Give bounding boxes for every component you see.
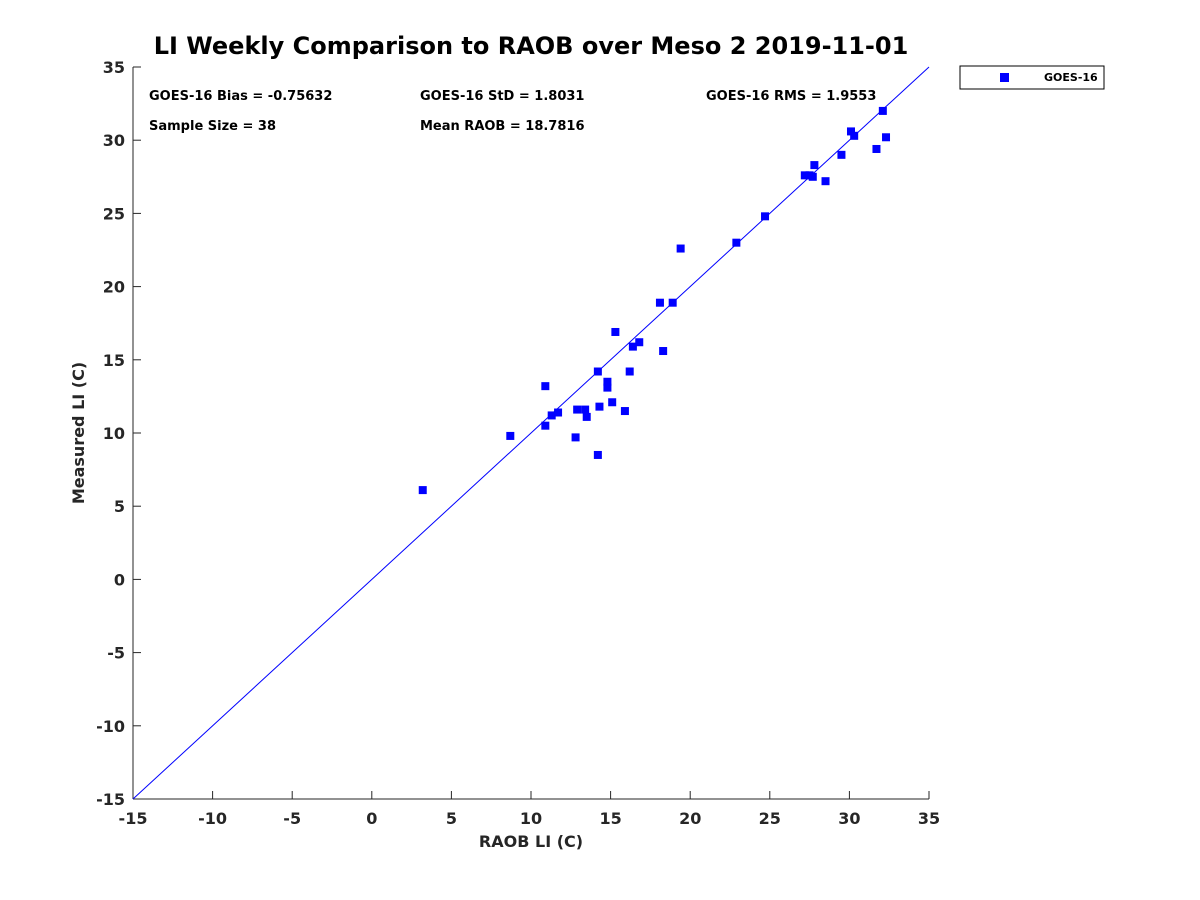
data-point: [668, 298, 677, 307]
y-tick-label: 35: [103, 58, 125, 77]
data-point: [595, 402, 604, 411]
x-tick-label: -5: [283, 809, 301, 828]
data-point: [611, 327, 620, 336]
data-point: [837, 150, 846, 159]
data-point: [676, 244, 685, 253]
data-point: [800, 171, 809, 180]
y-tick-label: 15: [103, 351, 125, 370]
y-axis-label: Measured LI (C): [69, 362, 88, 504]
x-tick-label: 20: [679, 809, 701, 828]
data-point: [846, 127, 855, 136]
x-tick-label: 10: [520, 809, 542, 828]
data-point: [655, 298, 664, 307]
y-tick-label: 30: [103, 131, 125, 150]
data-point: [593, 367, 602, 376]
legend-box: [959, 65, 1105, 90]
data-point: [571, 433, 580, 442]
data-point: [635, 338, 644, 347]
data-point: [573, 405, 582, 414]
data-point: [659, 347, 668, 356]
data-point: [850, 131, 859, 140]
data-point: [821, 177, 830, 186]
data-point: [882, 133, 891, 142]
data-point: [808, 172, 817, 181]
data-point: [506, 431, 515, 440]
legend-marker: [1000, 73, 1009, 82]
data-point: [541, 382, 550, 391]
plot-area: -15 -10 -5 0 5 10 15 20 25 30 35 -15 -10 -5 0 5 10 15 20 25…: [96, 58, 940, 828]
data-point: [582, 412, 591, 421]
data-point: [732, 238, 741, 247]
y-tick-label: -10: [96, 717, 125, 736]
x-tick-label: -10: [198, 809, 227, 828]
y-tick-label: 20: [103, 278, 125, 297]
data-point: [878, 106, 887, 115]
data-point: [625, 367, 634, 376]
data-point: [554, 408, 563, 417]
stat-bias: GOES-16 Bias = -0.75632: [149, 89, 332, 104]
y-tick-label: -5: [107, 644, 125, 663]
data-point: [418, 486, 427, 495]
data-point: [810, 161, 819, 170]
data-point: [603, 377, 612, 386]
data-point: [761, 212, 770, 221]
x-tick-label: 0: [366, 809, 377, 828]
legend: GOES-16: [959, 65, 1105, 90]
stat-sample-size: Sample Size = 38: [149, 119, 276, 134]
legend-label: GOES-16: [1044, 71, 1098, 84]
x-tick-label: 35: [918, 809, 940, 828]
y-tick-label: 0: [114, 570, 125, 589]
stat-rms: GOES-16 RMS = 1.9553: [706, 89, 876, 104]
x-tick-label: 30: [838, 809, 860, 828]
data-point: [872, 144, 881, 153]
data-point: [547, 411, 556, 420]
data-point: [581, 405, 590, 414]
data-point: [593, 450, 602, 459]
data-point: [620, 407, 629, 416]
x-tick-label: 5: [446, 809, 457, 828]
x-axis-label: RAOB LI (C): [479, 832, 583, 851]
x-tick-label: -15: [119, 809, 148, 828]
y-tick-label: 10: [103, 424, 125, 443]
data-point: [608, 398, 617, 407]
y-tick-label: 25: [103, 204, 125, 223]
reference-line: [132, 66, 930, 800]
data-point: [603, 383, 612, 392]
stat-mean-raob: Mean RAOB = 18.7816: [420, 119, 585, 134]
x-tick-label: 15: [599, 809, 621, 828]
data-point: [541, 421, 550, 430]
data-point: [628, 342, 637, 351]
y-tick-label: -15: [96, 790, 125, 809]
chart-title: LI Weekly Comparison to RAOB over Meso 2…: [154, 32, 909, 60]
y-tick-label: 5: [114, 497, 125, 516]
stat-std: GOES-16 StD = 1.8031: [420, 89, 584, 104]
x-tick-label: 25: [759, 809, 781, 828]
